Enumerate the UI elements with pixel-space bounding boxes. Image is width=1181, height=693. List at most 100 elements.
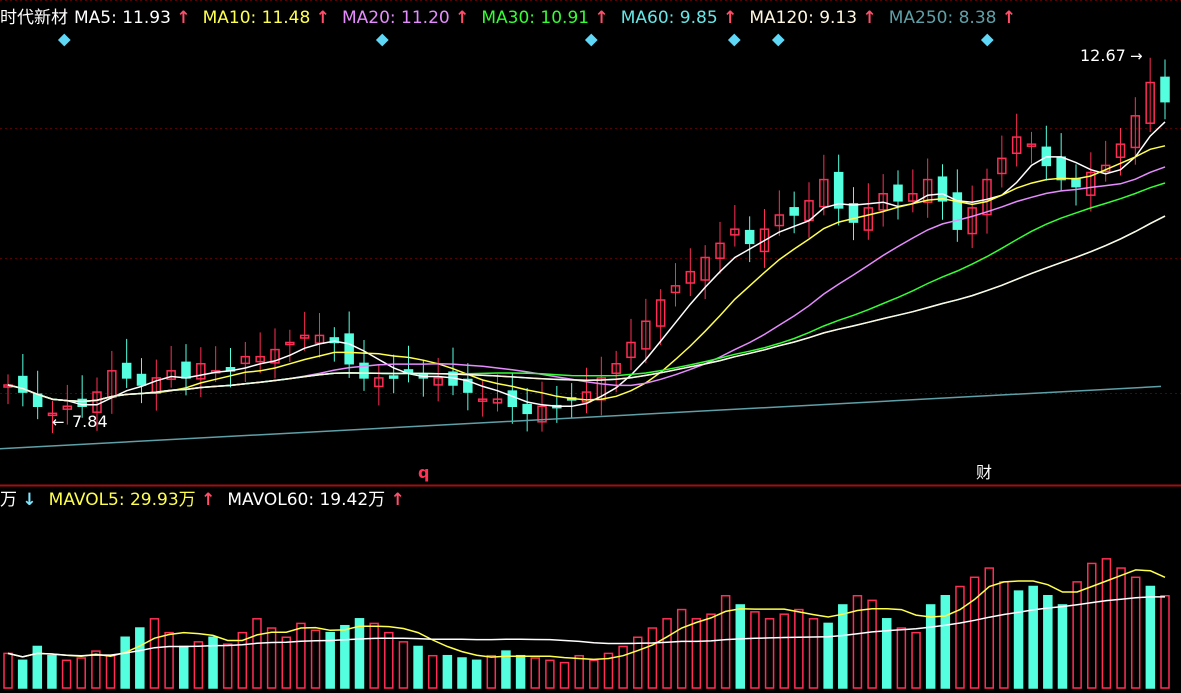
candle-body (1145, 81, 1155, 124)
candle-body (136, 373, 147, 386)
candle-body (196, 363, 206, 380)
volume-bar (691, 618, 702, 689)
mavol60-line (7, 596, 1165, 658)
volume-bar (720, 594, 731, 689)
volume-bar (501, 650, 511, 689)
candle-body (1086, 171, 1096, 196)
volume-bar (925, 604, 936, 689)
high-price-label: 12.67 (1080, 46, 1126, 65)
candle-body (537, 405, 547, 423)
candle-body (374, 377, 384, 388)
volume-bar (1043, 594, 1053, 689)
arrow-up-icon: ↑ (201, 490, 216, 510)
arrow-up-icon: ↑ (1001, 8, 1017, 28)
volume-bar (515, 654, 526, 689)
arrow-up-icon: ↑ (176, 8, 191, 28)
volume-bar (17, 659, 28, 689)
ma-legend-item-2: MA20: 11.20 ↑ (341, 8, 470, 28)
vol-legend-item-2: MAVOL60: 19.42万 ↑ (227, 490, 405, 510)
volume-bar (867, 599, 877, 689)
candle-body (715, 242, 725, 259)
volume-bar (325, 631, 335, 689)
candle-body (997, 157, 1007, 175)
arrow-up-icon: ↑ (723, 8, 738, 28)
volume-bar (178, 645, 189, 689)
candle-body (700, 256, 710, 281)
volume-bar (457, 657, 467, 689)
volume-bar (750, 611, 760, 689)
volume-bar (32, 645, 43, 689)
candle-body (1115, 143, 1126, 158)
candle-body (952, 192, 963, 230)
stock-name: 时代新材 (0, 8, 68, 28)
volume-bar (310, 629, 321, 689)
volume-bar (61, 659, 72, 689)
event-markers (57, 33, 994, 47)
candle-body (121, 362, 132, 379)
volume-bar (91, 650, 101, 689)
volume-bar (237, 631, 248, 689)
candle-body (833, 171, 844, 209)
volume-bar (354, 618, 365, 689)
candle-body (759, 228, 770, 253)
volume-bar (633, 636, 643, 689)
volume-bar (881, 618, 892, 689)
low-arrow-icon: ← (52, 413, 65, 431)
volume-bar (3, 652, 13, 689)
volume-bar (1087, 562, 1097, 689)
volume-bar (47, 654, 57, 689)
volume-bar (808, 618, 819, 689)
volume-bar (545, 659, 555, 689)
ma-legend-item-4: MA60: 9.85 ↑ (620, 8, 738, 28)
candle-body (819, 178, 829, 208)
candle-body (299, 334, 310, 339)
candle-body (641, 320, 651, 350)
ma-legend-item-5: MA120: 9.13 ↑ (749, 8, 877, 28)
ma-legend-item-6: MA250: 8.38 ↑ (888, 8, 1017, 28)
candle-body (492, 398, 503, 404)
candle-body (967, 207, 977, 235)
ma250-line (0, 385, 1162, 450)
vol-legend-item-1: MAVOL5: 29.93万 ↑ (48, 490, 216, 510)
volume-bar (999, 581, 1009, 689)
ma-lines (0, 121, 1166, 450)
volume-bar (618, 645, 628, 689)
volume-bar (574, 654, 584, 689)
candle-body (285, 341, 295, 346)
candle-body (329, 337, 340, 344)
ma-legend-item-0: MA5: 11.93 ↑ (74, 8, 191, 28)
volume-bar (1072, 581, 1082, 689)
volume-bar (1160, 594, 1170, 689)
volume-bar (706, 613, 716, 689)
candle-body (744, 229, 755, 245)
volume-panel (3, 558, 1170, 689)
volume-bar (193, 641, 204, 689)
volume-bar (442, 654, 453, 689)
diamond-marker-icon (375, 33, 389, 47)
volume-legend: 万 ↓ MAVOL5: 29.93万 ↑ MAVOL60: 19.42万 ↑ (0, 490, 423, 510)
candle-body (848, 203, 859, 223)
candle-body (611, 363, 621, 374)
volume-bar (1101, 558, 1112, 689)
candle-body (863, 207, 874, 231)
price-legend: 时代新材 MA5: 11.93 ↑ MA10: 11.48 ↑ MA20: 11.20… (0, 8, 1034, 28)
candle-body (1160, 76, 1170, 103)
candle-body (166, 370, 176, 380)
candle-body (878, 193, 888, 211)
marker-q: q (418, 463, 429, 482)
diamond-marker-icon (771, 33, 785, 47)
marker-cai: 财 (976, 463, 992, 482)
candle-body (240, 355, 251, 365)
candle-body (1071, 177, 1081, 188)
diamond-marker-icon (980, 33, 994, 47)
volume-bar (530, 657, 540, 689)
arrow-up-icon: ↑ (862, 8, 877, 28)
arrow-up-icon: ↑ (390, 490, 405, 510)
candle-body (181, 361, 191, 379)
volume-bar (1130, 576, 1141, 689)
volume-bar (794, 608, 804, 689)
candle-body (1011, 136, 1022, 155)
volume-bar (589, 659, 599, 689)
volume-bar (603, 652, 614, 689)
